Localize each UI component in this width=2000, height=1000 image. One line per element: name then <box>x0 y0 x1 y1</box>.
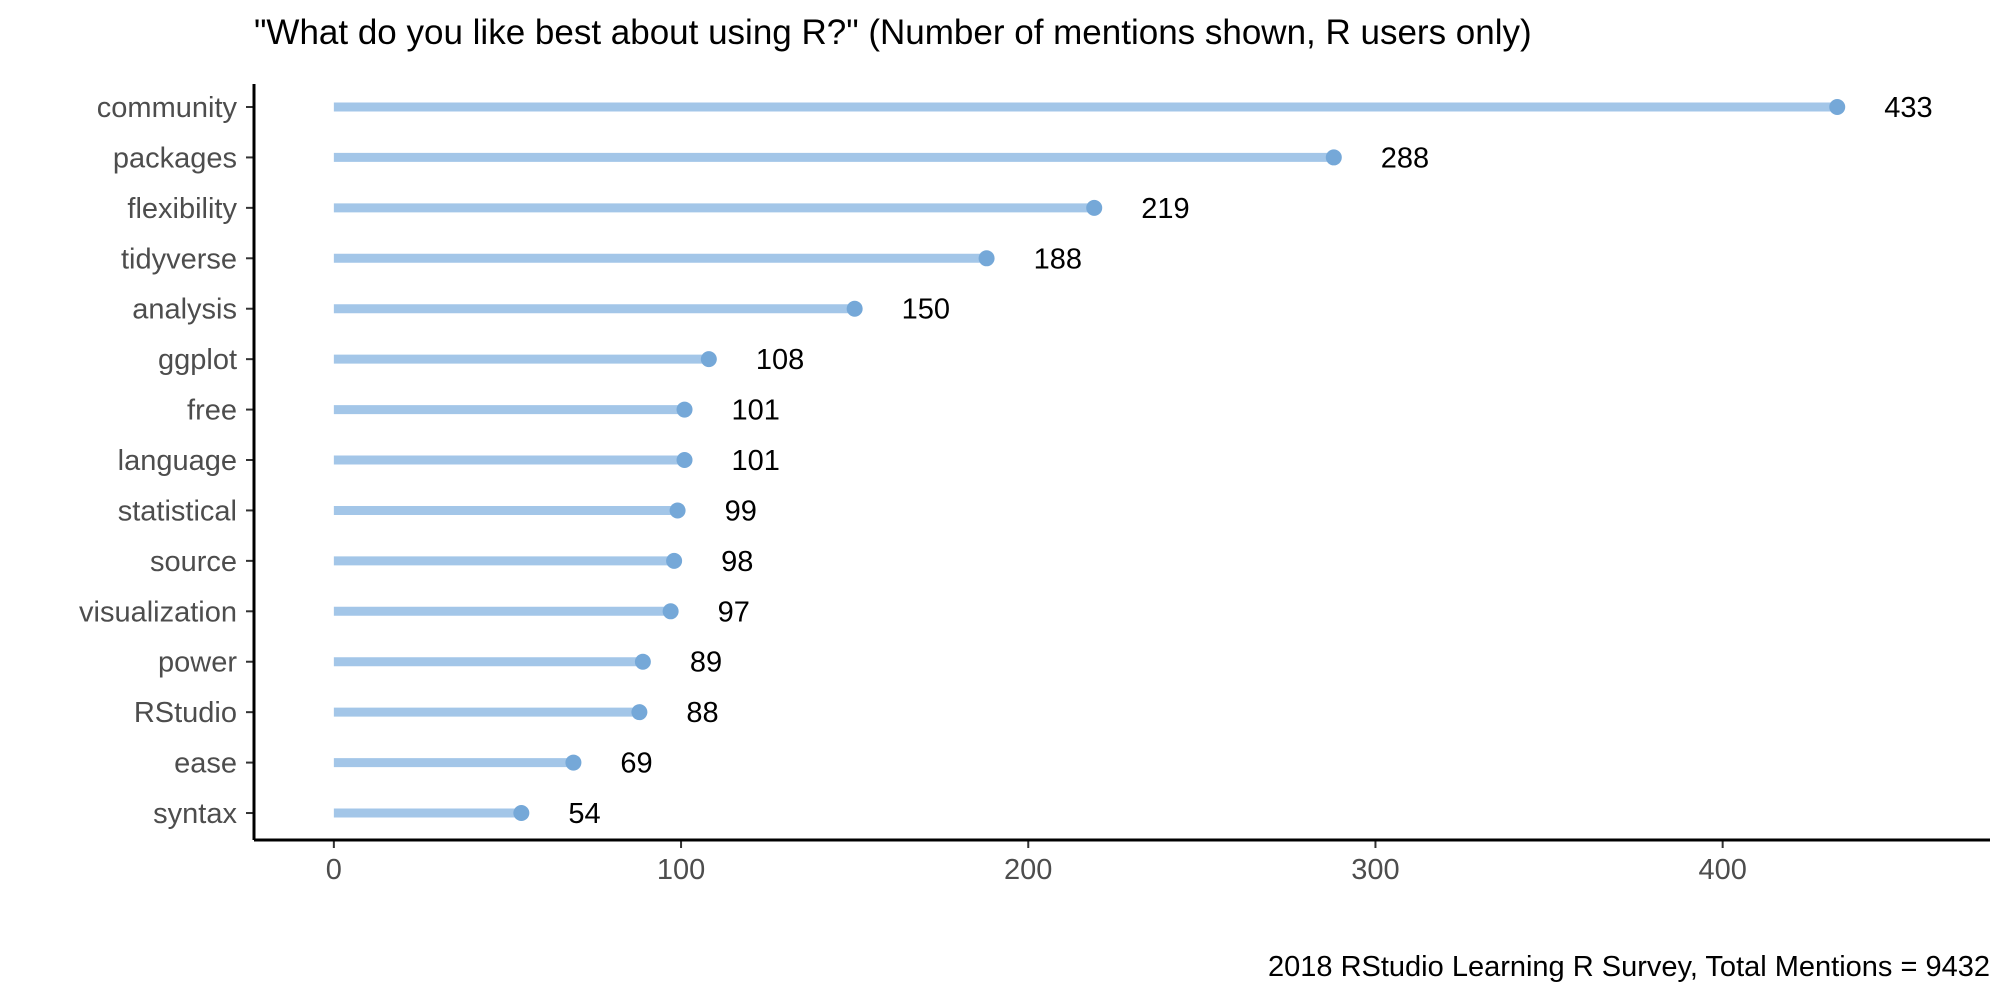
value-label: 150 <box>902 294 950 326</box>
lollipop-point <box>676 452 693 469</box>
value-label: 69 <box>620 748 652 780</box>
y-tick-label: language <box>118 445 237 477</box>
y-tick-label: flexibility <box>127 193 237 225</box>
value-label: 433 <box>1884 92 1932 124</box>
y-tick-label: syntax <box>153 798 237 830</box>
value-label: 97 <box>718 596 750 628</box>
lollipop-point <box>676 401 693 418</box>
y-tick-label: source <box>150 546 237 578</box>
y-tick-label: packages <box>113 142 237 174</box>
y-tick-label: ggplot <box>158 344 237 376</box>
y-tick-label: statistical <box>118 495 237 527</box>
y-tick-label: analysis <box>132 294 237 326</box>
value-label: 98 <box>721 546 753 578</box>
y-tick-label: visualization <box>79 596 237 628</box>
value-label: 99 <box>725 495 757 527</box>
chart-caption: 2018 RStudio Learning R Survey, Total Me… <box>1268 951 1990 983</box>
value-label: 188 <box>1034 243 1082 275</box>
lollipop-point <box>700 351 717 368</box>
value-label: 101 <box>732 395 780 427</box>
plot-area: community 433 packages 288 flexibility 219 tid… <box>79 92 1933 886</box>
x-tick-label: 300 <box>1351 854 1399 886</box>
x-tick-label: 400 <box>1698 854 1746 886</box>
lollipop-point <box>669 502 686 519</box>
x-tick-label: 100 <box>657 854 705 886</box>
lollipop-point <box>846 300 863 317</box>
value-label: 101 <box>732 445 780 477</box>
value-label: 88 <box>686 697 718 729</box>
y-tick-label: free <box>187 395 237 427</box>
lollipop-point <box>978 250 995 267</box>
chart-title: "What do you like best about using R?" (… <box>254 13 1532 52</box>
value-label: 288 <box>1381 142 1429 174</box>
lollipop-point <box>666 552 683 569</box>
value-label: 219 <box>1141 193 1189 225</box>
value-label: 108 <box>756 344 804 376</box>
lollipop-point <box>1086 199 1103 216</box>
lollipop-point <box>1829 99 1846 115</box>
x-tick-label: 0 <box>326 854 342 886</box>
lollipop-point <box>631 704 648 721</box>
value-label: 54 <box>568 798 600 830</box>
lollipop-point <box>662 603 679 620</box>
y-tick-label: power <box>158 647 237 679</box>
y-tick-label: RStudio <box>134 697 237 729</box>
value-label: 89 <box>690 647 722 679</box>
y-tick-label: ease <box>174 748 237 780</box>
y-tick-label: community <box>97 92 238 124</box>
y-tick-label: tidyverse <box>121 243 237 275</box>
lollipop-point <box>513 805 530 822</box>
lollipop-point <box>1325 149 1342 166</box>
lollipop-point <box>634 653 651 670</box>
x-tick-label: 200 <box>1004 854 1052 886</box>
lollipop-point <box>565 754 582 771</box>
